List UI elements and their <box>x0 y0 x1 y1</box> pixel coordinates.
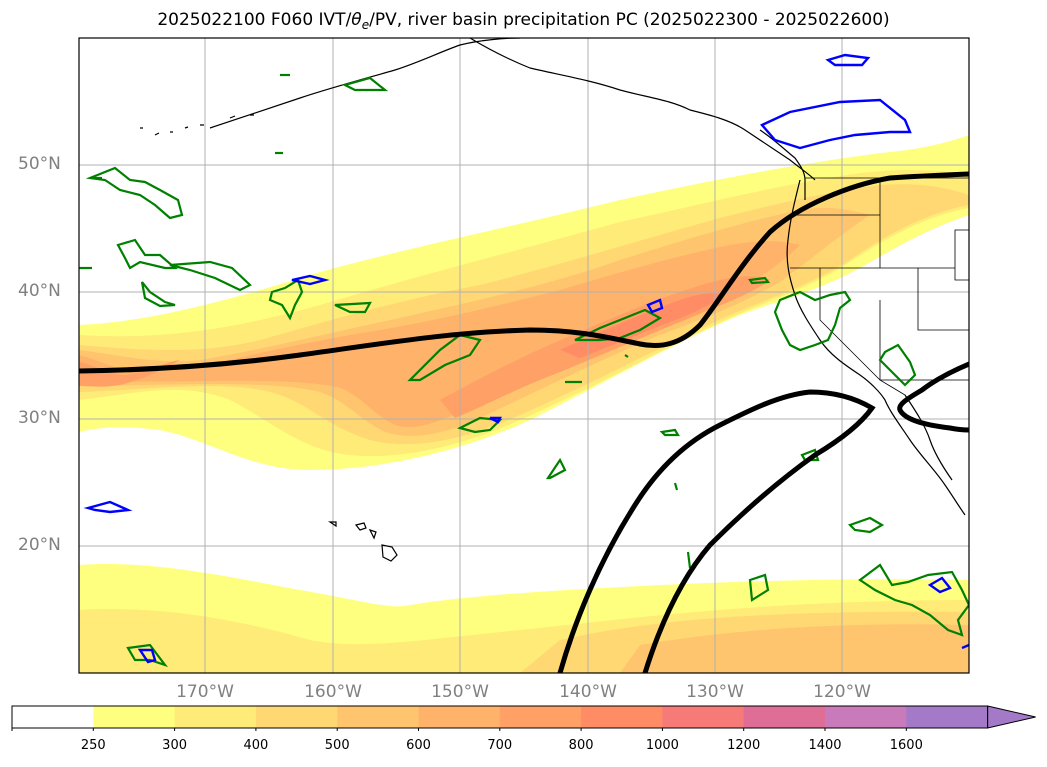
precip-contours-green <box>79 73 969 668</box>
figure-title: 2025022100 F060 IVT/θe/PV, river basin p… <box>0 10 1047 32</box>
colorbar-segment <box>418 706 501 728</box>
colorbar-segment <box>743 706 826 728</box>
ivt-500-band-south <box>620 624 969 673</box>
title-theta-sub: e <box>361 18 370 32</box>
ivt-800-band <box>560 293 725 358</box>
colorbar-tick-label: 1000 <box>645 738 679 753</box>
colorbar-tick-label: 300 <box>162 738 188 753</box>
baja-coast <box>904 394 953 481</box>
lat-label-40n: 40°N <box>18 281 61 301</box>
lat-label-20n: 20°N <box>18 535 61 555</box>
us-west-coast <box>786 179 966 516</box>
colorbar-tick-label: 1600 <box>889 738 923 753</box>
colorbar-segment <box>906 706 989 728</box>
colorbar-segment <box>825 706 907 728</box>
map-frame <box>78 37 970 674</box>
colorbar-tick-label: 1200 <box>727 738 761 753</box>
colorbar-segment <box>255 706 338 728</box>
colorbar-segment <box>93 706 176 728</box>
colorbar-segment <box>12 706 94 728</box>
ivt-shading <box>79 135 969 673</box>
aleutian-islands <box>140 114 254 136</box>
colorbar-tick-label: 700 <box>487 738 513 753</box>
state-borders <box>790 178 969 396</box>
lat-label-50n: 50°N <box>18 154 61 174</box>
title-prefix: 2025022100 F060 IVT/ <box>157 10 352 30</box>
lon-label-160w: 160°W <box>304 682 362 702</box>
colorbar-tick-label: 1400 <box>808 738 842 753</box>
colorbar-segment <box>174 706 257 728</box>
lon-label-120w: 120°W <box>813 682 871 702</box>
ivt-700-band <box>79 276 770 418</box>
colorbar <box>11 705 1036 731</box>
colorbar-tick-label: 400 <box>243 738 269 753</box>
colorbar-tick-label: 800 <box>568 738 594 753</box>
coastlines <box>140 38 969 562</box>
colorbar-segment <box>499 706 582 728</box>
bc-coast <box>759 129 806 200</box>
graticule <box>79 38 969 673</box>
colorbar-segment <box>581 706 663 728</box>
colorbar-segment <box>337 706 419 728</box>
colorbar-tick-label: 250 <box>80 738 106 753</box>
alaska-coast <box>209 38 816 181</box>
lon-label-130w: 130°W <box>686 682 744 702</box>
colorbar-tick-label: 600 <box>406 738 431 753</box>
title-theta: θ <box>351 10 362 30</box>
lon-label-140w: 140°W <box>559 682 617 702</box>
title-suffix: /PV, river basin precipitation PC (20250… <box>369 10 890 30</box>
colorbar-extend-arrow <box>987 705 1036 729</box>
lon-label-170w: 170°W <box>176 682 234 702</box>
lon-label-150w: 150°W <box>431 682 489 702</box>
map-plot-area <box>79 38 969 673</box>
lat-label-30n: 30°N <box>18 408 61 428</box>
hawaii <box>328 521 398 562</box>
precip-contours-blue <box>83 53 969 664</box>
colorbar-segment <box>662 706 745 728</box>
pv-contours <box>79 171 969 673</box>
colorbar-tick-label: 500 <box>324 738 350 753</box>
